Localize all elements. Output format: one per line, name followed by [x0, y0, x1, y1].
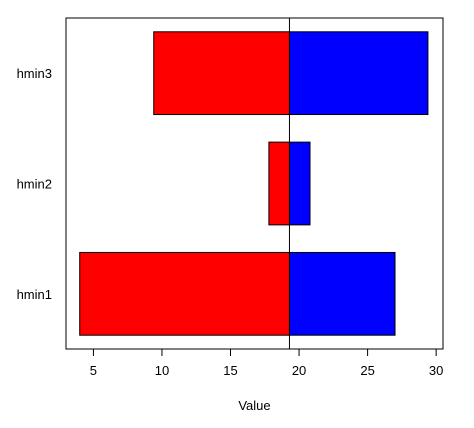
x-axis: 5 10 15 20 25 30	[90, 348, 443, 378]
bars-layer	[79, 31, 429, 336]
x-axis-title: Value	[238, 398, 270, 413]
x-tick-label-20: 20	[292, 363, 306, 378]
y-tick-label-hmin3: hmin3	[17, 66, 52, 81]
bar-hmin2-series-1	[268, 141, 290, 226]
bar-hmin3-series-2	[288, 31, 429, 116]
x-tick-label-30: 30	[429, 363, 443, 378]
bar-hmin2-series-2	[288, 141, 311, 226]
bar-hmin1-series-2	[288, 251, 396, 336]
x-tick-label-5: 5	[90, 363, 97, 378]
y-tick-label-hmin1: hmin1	[17, 287, 52, 302]
x-tick-label-25: 25	[360, 363, 374, 378]
x-tick-label-15: 15	[223, 363, 237, 378]
x-tick-label-10: 10	[155, 363, 169, 378]
bar-hmin1-series-1	[79, 251, 290, 336]
y-axis: hmin1 hmin2 hmin3	[17, 66, 52, 302]
bar-hmin3-series-1	[153, 31, 290, 116]
y-tick-label-hmin2: hmin2	[17, 177, 52, 192]
